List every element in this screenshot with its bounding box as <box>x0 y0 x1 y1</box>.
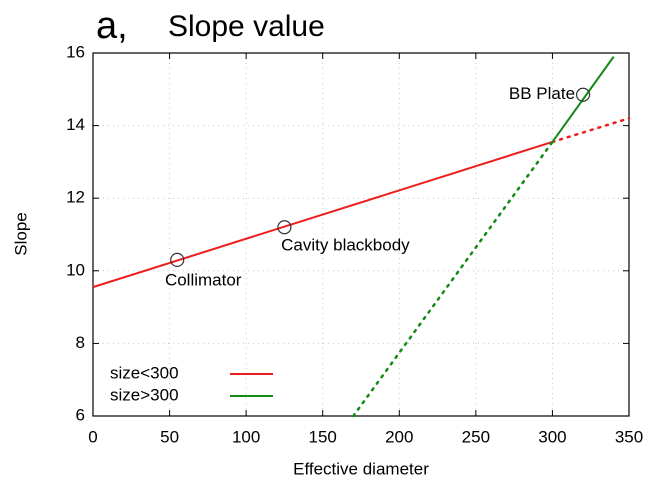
x-tick-label: 200 <box>385 427 413 446</box>
x-tick-label: 300 <box>538 427 566 446</box>
y-axis-label: Slope <box>11 212 30 255</box>
y-tick-label: 16 <box>66 42 85 61</box>
fit-line <box>551 56 615 143</box>
data-point <box>277 220 292 235</box>
y-tick-label: 14 <box>66 115 85 134</box>
data-point <box>170 252 185 268</box>
plot-frame <box>92 52 630 417</box>
y-tick-label: 8 <box>76 333 85 352</box>
x-tick-label: 150 <box>309 427 337 446</box>
y-tick-label: 12 <box>66 188 85 207</box>
legend-label: size>300 <box>110 385 179 404</box>
fit-extension <box>551 117 631 144</box>
y-tick-label: 6 <box>76 405 85 424</box>
x-tick-label: 50 <box>160 427 179 446</box>
x-axis-label: Effective diameter <box>293 459 429 478</box>
panel-label: a, <box>96 5 128 47</box>
data-point <box>575 87 591 102</box>
point-label: BB Plate <box>509 84 575 103</box>
x-tick-label: 350 <box>615 427 643 446</box>
y-tick-label: 10 <box>66 260 85 279</box>
fit-line <box>92 140 553 289</box>
x-tick-label: 250 <box>462 427 490 446</box>
point-label: Collimator <box>165 270 242 289</box>
chart-title: Slope value <box>168 10 325 43</box>
x-tick-label: 100 <box>232 427 260 446</box>
legend-label: size<300 <box>110 363 179 382</box>
fit-extension <box>352 140 554 418</box>
point-label: Cavity blackbody <box>281 236 410 255</box>
x-tick-label: 0 <box>88 427 97 446</box>
